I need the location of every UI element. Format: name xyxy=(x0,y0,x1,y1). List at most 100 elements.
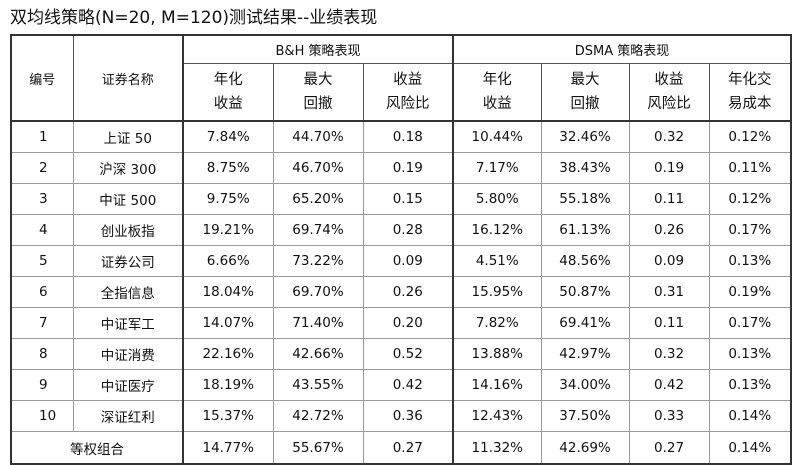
performance-table: 编号 证券名称 B&H 策略表现 DSMA 策略表现 年化 收益 最大 回撤 收益风… xyxy=(10,34,793,465)
cell-dsma-value: 0.11% xyxy=(708,152,792,184)
cell-code: 10 xyxy=(11,400,73,432)
cell-bh-value: 8.75% xyxy=(182,152,273,184)
cell-dsma-value: 0.19% xyxy=(708,276,792,308)
cell-dsma-value: 55.18% xyxy=(540,183,630,215)
cell-bh-value: 42.72% xyxy=(272,400,363,432)
cell-bh-value: 73.22% xyxy=(272,245,363,277)
cell-total-dsma-value: 0.14% xyxy=(708,431,792,464)
cell-dsma-value: 0.17% xyxy=(708,214,792,246)
cell-dsma-value: 34.00% xyxy=(540,369,630,401)
header-dsma-annual-return: 年化 收益 xyxy=(452,63,542,121)
cell-bh-value: 19.21% xyxy=(182,214,273,246)
cell-name: 创业板指 xyxy=(72,214,183,246)
header-bh-return-risk: 收益 风险比 xyxy=(362,63,454,121)
cell-dsma-value: 0.42 xyxy=(628,369,710,401)
cell-bh-value: 0.42 xyxy=(362,369,454,401)
cell-bh-value: 18.19% xyxy=(182,369,273,401)
table-row: 8 中证消费 22.16% 42.66% 0.52 13.88% 42.97% 0.32 0.1… xyxy=(11,338,792,370)
cell-code: 1 xyxy=(11,120,73,153)
cell-dsma-value: 0.13% xyxy=(708,245,792,277)
table-header: 编号 证券名称 B&H 策略表现 DSMA 策略表现 年化 收益 最大 回撤 收益风… xyxy=(11,35,792,121)
cell-dsma-value: 0.11 xyxy=(628,307,710,339)
cell-code: 7 xyxy=(11,307,73,339)
table-row: 4 创业板指 19.21% 69.74% 0.28 16.12% 61.13% 0.26 0.1… xyxy=(11,214,792,246)
cell-bh-value: 22.16% xyxy=(182,338,273,370)
document-title: 双均线策略(N=20, M=120)测试结果--业绩表现 xyxy=(10,8,378,28)
header-bh-max-drawdown: 最大 回撤 xyxy=(272,63,363,121)
table-row-total: 等权组合 14.77% 55.67% 0.27 11.32% 42.69% 0.27 0.14… xyxy=(11,431,792,464)
header-name: 证券名称 xyxy=(72,35,183,121)
cell-name: 沪深 300 xyxy=(72,152,183,184)
table-row: 1 上证 50 7.84% 44.70% 0.18 10.44% 32.46% 0.32 0.1… xyxy=(11,120,792,153)
cell-dsma-value: 38.43% xyxy=(540,152,630,184)
cell-name: 中证军工 xyxy=(72,307,183,339)
header-bh-annual-return: 年化 收益 xyxy=(182,63,273,121)
cell-code: 2 xyxy=(11,152,73,184)
cell-total-bh-value: 55.67% xyxy=(272,431,363,464)
cell-bh-value: 6.66% xyxy=(182,245,273,277)
cell-bh-value: 9.75% xyxy=(182,183,273,215)
table-row: 10 深证红利 15.37% 42.72% 0.36 12.43% 37.50% 0.33 0.… xyxy=(11,400,792,432)
cell-dsma-value: 0.09 xyxy=(628,245,710,277)
header-bh-group: B&H 策略表现 xyxy=(181,35,454,64)
cell-bh-value: 42.66% xyxy=(272,338,363,370)
cell-code: 3 xyxy=(11,183,73,215)
cell-dsma-value: 0.11 xyxy=(628,183,710,215)
cell-dsma-value: 0.19 xyxy=(628,152,710,184)
cell-bh-value: 0.18 xyxy=(362,120,454,153)
cell-total-name: 等权组合 xyxy=(11,431,183,464)
cell-bh-value: 0.26 xyxy=(362,276,454,308)
cell-dsma-value: 42.97% xyxy=(540,338,630,370)
cell-bh-value: 43.55% xyxy=(272,369,363,401)
cell-bh-value: 65.20% xyxy=(272,183,363,215)
cell-code: 9 xyxy=(11,369,73,401)
cell-code: 6 xyxy=(11,276,73,308)
cell-bh-value: 0.36 xyxy=(362,400,454,432)
cell-dsma-value: 0.33 xyxy=(628,400,710,432)
cell-total-dsma-value: 42.69% xyxy=(540,431,630,464)
cell-bh-value: 69.74% xyxy=(272,214,363,246)
cell-code: 4 xyxy=(11,214,73,246)
header-dsma-trade-cost: 年化交 易成本 xyxy=(708,63,792,121)
table-row: 5 证券公司 6.66% 73.22% 0.09 4.51% 48.56% 0.09 0.13% xyxy=(11,245,792,277)
table-row: 6 全指信息 18.04% 69.70% 0.26 15.95% 50.87% 0.31 0.1… xyxy=(11,276,792,308)
cell-bh-value: 0.52 xyxy=(362,338,454,370)
cell-dsma-value: 5.80% xyxy=(452,183,542,215)
cell-dsma-value: 0.14% xyxy=(708,400,792,432)
cell-dsma-value: 0.17% xyxy=(708,307,792,339)
cell-total-dsma-value: 11.32% xyxy=(452,431,542,464)
cell-name: 中证消费 xyxy=(72,338,183,370)
cell-name: 中证医疗 xyxy=(72,369,183,401)
table-row: 3 中证 500 9.75% 65.20% 0.15 5.80% 55.18% 0.11 0.1… xyxy=(11,183,792,215)
cell-dsma-value: 32.46% xyxy=(540,120,630,153)
cell-total-bh-value: 14.77% xyxy=(182,431,273,464)
cell-name: 证券公司 xyxy=(72,245,183,277)
header-dsma-max-drawdown: 最大 回撤 xyxy=(540,63,630,121)
cell-dsma-value: 4.51% xyxy=(452,245,542,277)
cell-dsma-value: 0.32 xyxy=(628,338,710,370)
cell-dsma-value: 48.56% xyxy=(540,245,630,277)
cell-dsma-value: 37.50% xyxy=(540,400,630,432)
cell-total-dsma-value: 0.27 xyxy=(628,431,710,464)
cell-bh-value: 69.70% xyxy=(272,276,363,308)
cell-dsma-value: 7.17% xyxy=(452,152,542,184)
cell-bh-value: 18.04% xyxy=(182,276,273,308)
cell-dsma-value: 61.13% xyxy=(540,214,630,246)
cell-dsma-value: 0.32 xyxy=(628,120,710,153)
cell-bh-value: 71.40% xyxy=(272,307,363,339)
table-row: 2 沪深 300 8.75% 46.70% 0.19 7.17% 38.43% 0.19 0.1… xyxy=(11,152,792,184)
cell-dsma-value: 0.13% xyxy=(708,338,792,370)
cell-name: 上证 50 xyxy=(72,120,183,153)
cell-dsma-value: 12.43% xyxy=(452,400,542,432)
cell-bh-value: 0.20 xyxy=(362,307,454,339)
cell-name: 深证红利 xyxy=(72,400,183,432)
cell-bh-value: 0.15 xyxy=(362,183,454,215)
cell-dsma-value: 10.44% xyxy=(452,120,542,153)
header-dsma-return-risk: 收益 风险比 xyxy=(628,63,710,121)
cell-dsma-value: 0.13% xyxy=(708,369,792,401)
cell-dsma-value: 14.16% xyxy=(452,369,542,401)
table-row: 7 中证军工 14.07% 71.40% 0.20 7.82% 69.41% 0.11 0.17… xyxy=(11,307,792,339)
cell-bh-value: 0.09 xyxy=(362,245,454,277)
cell-code: 8 xyxy=(11,338,73,370)
cell-bh-value: 14.07% xyxy=(182,307,273,339)
